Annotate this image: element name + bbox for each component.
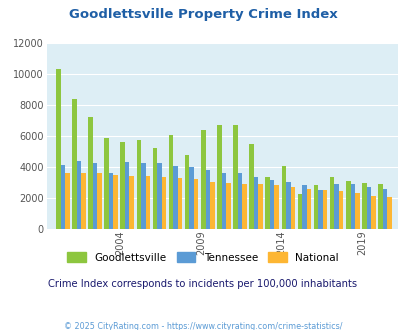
Bar	[217, 125, 221, 229]
Bar	[269, 181, 274, 229]
Bar	[281, 166, 286, 229]
Bar	[345, 181, 350, 229]
Bar	[322, 190, 326, 229]
Bar	[177, 178, 182, 229]
Bar	[306, 189, 311, 229]
Bar	[253, 177, 258, 229]
Bar	[301, 185, 306, 229]
Bar	[370, 196, 375, 229]
Bar	[350, 183, 354, 229]
Bar	[189, 167, 194, 229]
Bar	[242, 183, 246, 229]
Bar	[297, 194, 301, 229]
Bar	[200, 130, 205, 229]
Bar	[92, 163, 97, 229]
Bar	[157, 163, 161, 229]
Bar	[60, 165, 65, 229]
Bar	[56, 69, 60, 229]
Bar	[129, 176, 134, 229]
Bar	[152, 148, 157, 229]
Bar	[88, 117, 92, 229]
Bar	[141, 163, 145, 229]
Bar	[237, 174, 242, 229]
Bar	[265, 177, 269, 229]
Bar	[382, 189, 386, 229]
Bar	[104, 139, 109, 229]
Bar	[274, 185, 278, 229]
Bar	[173, 166, 177, 229]
Text: Crime Index corresponds to incidents per 100,000 inhabitants: Crime Index corresponds to incidents per…	[48, 279, 357, 289]
Bar	[334, 184, 338, 229]
Text: Goodlettsville Property Crime Index: Goodlettsville Property Crime Index	[68, 8, 337, 21]
Bar	[366, 187, 370, 229]
Bar	[184, 155, 189, 229]
Bar	[290, 187, 294, 229]
Bar	[258, 184, 262, 229]
Bar	[209, 182, 214, 229]
Bar	[168, 135, 173, 229]
Bar	[161, 177, 166, 229]
Bar	[249, 144, 253, 229]
Bar	[77, 161, 81, 229]
Bar	[313, 185, 318, 229]
Bar	[221, 174, 226, 229]
Bar	[354, 193, 359, 229]
Bar	[109, 174, 113, 229]
Bar	[377, 183, 382, 229]
Bar	[125, 162, 129, 229]
Bar	[120, 142, 125, 229]
Bar	[386, 197, 391, 229]
Bar	[113, 175, 117, 229]
Bar	[194, 179, 198, 229]
Bar	[145, 176, 150, 229]
Bar	[361, 183, 366, 229]
Legend: Goodlettsville, Tennessee, National: Goodlettsville, Tennessee, National	[63, 248, 342, 267]
Bar	[97, 174, 102, 229]
Bar	[318, 190, 322, 229]
Bar	[81, 174, 85, 229]
Bar	[136, 140, 141, 229]
Bar	[65, 174, 69, 229]
Bar	[205, 170, 209, 229]
Bar	[232, 125, 237, 229]
Bar	[286, 182, 290, 229]
Text: © 2025 CityRating.com - https://www.cityrating.com/crime-statistics/: © 2025 CityRating.com - https://www.city…	[64, 322, 341, 330]
Bar	[329, 177, 334, 229]
Bar	[72, 99, 77, 229]
Bar	[226, 183, 230, 229]
Bar	[338, 191, 343, 229]
